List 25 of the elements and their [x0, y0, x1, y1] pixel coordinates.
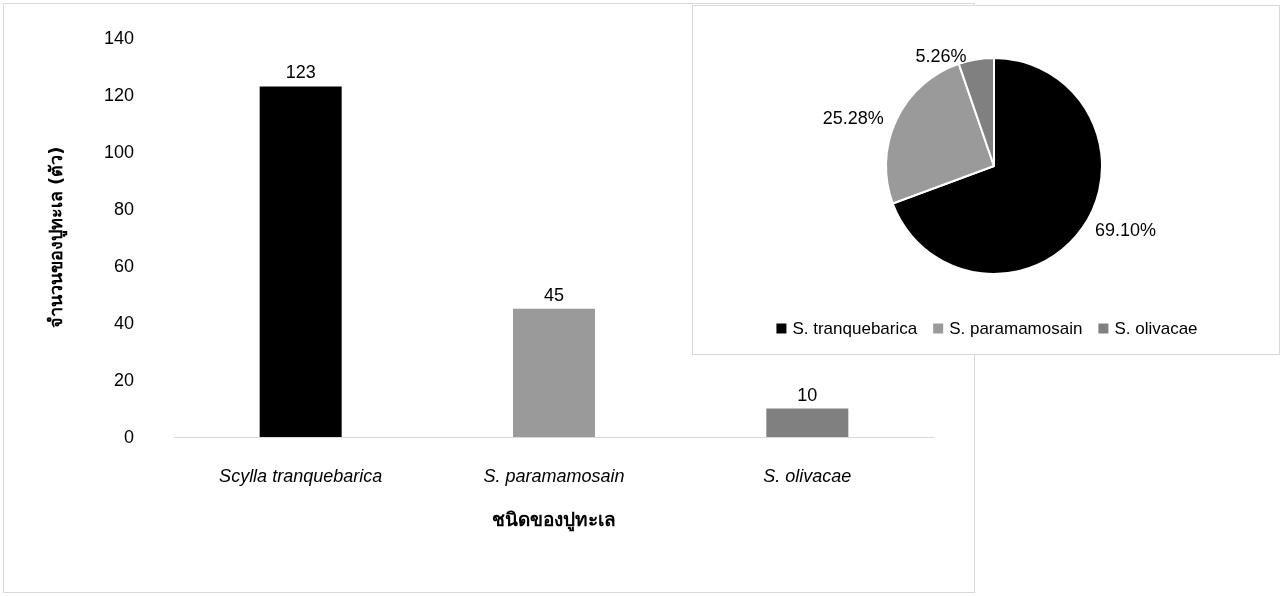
y-tick-label: 80	[113, 199, 134, 219]
data-label: 5.26%	[915, 45, 967, 66]
x-axis-title: ชนิดของปูทะเล	[492, 507, 616, 532]
data-label: 69.10%	[1094, 219, 1156, 240]
y-tick-label: 100	[103, 142, 134, 162]
x-tick-label: S. paramamosain	[483, 466, 625, 486]
legend-label: S. paramamosain	[949, 319, 1083, 338]
bar	[259, 86, 342, 437]
data-label: 25.28%	[822, 108, 884, 129]
y-tick-label: 60	[113, 256, 134, 276]
data-label: 123	[285, 62, 316, 83]
bar	[513, 308, 595, 437]
y-axis-title: จำนวนของปูทะเล (ตัว)	[44, 146, 68, 329]
bar	[766, 408, 849, 437]
legend-label: S. olivacae	[1114, 319, 1198, 338]
y-tick-label: 40	[113, 313, 134, 333]
y-tick-label: 20	[113, 370, 134, 390]
data-label: 45	[543, 284, 565, 305]
y-tick-label: 0	[123, 427, 134, 447]
legend-label: S. tranquebarica	[792, 319, 918, 338]
data-label: 10	[797, 384, 818, 405]
x-tick-label: S. olivacae	[763, 466, 852, 486]
y-tick-label: 140	[103, 28, 134, 48]
x-tick-label: Scylla tranquebarica	[219, 466, 383, 486]
y-tick-label: 120	[103, 85, 134, 105]
